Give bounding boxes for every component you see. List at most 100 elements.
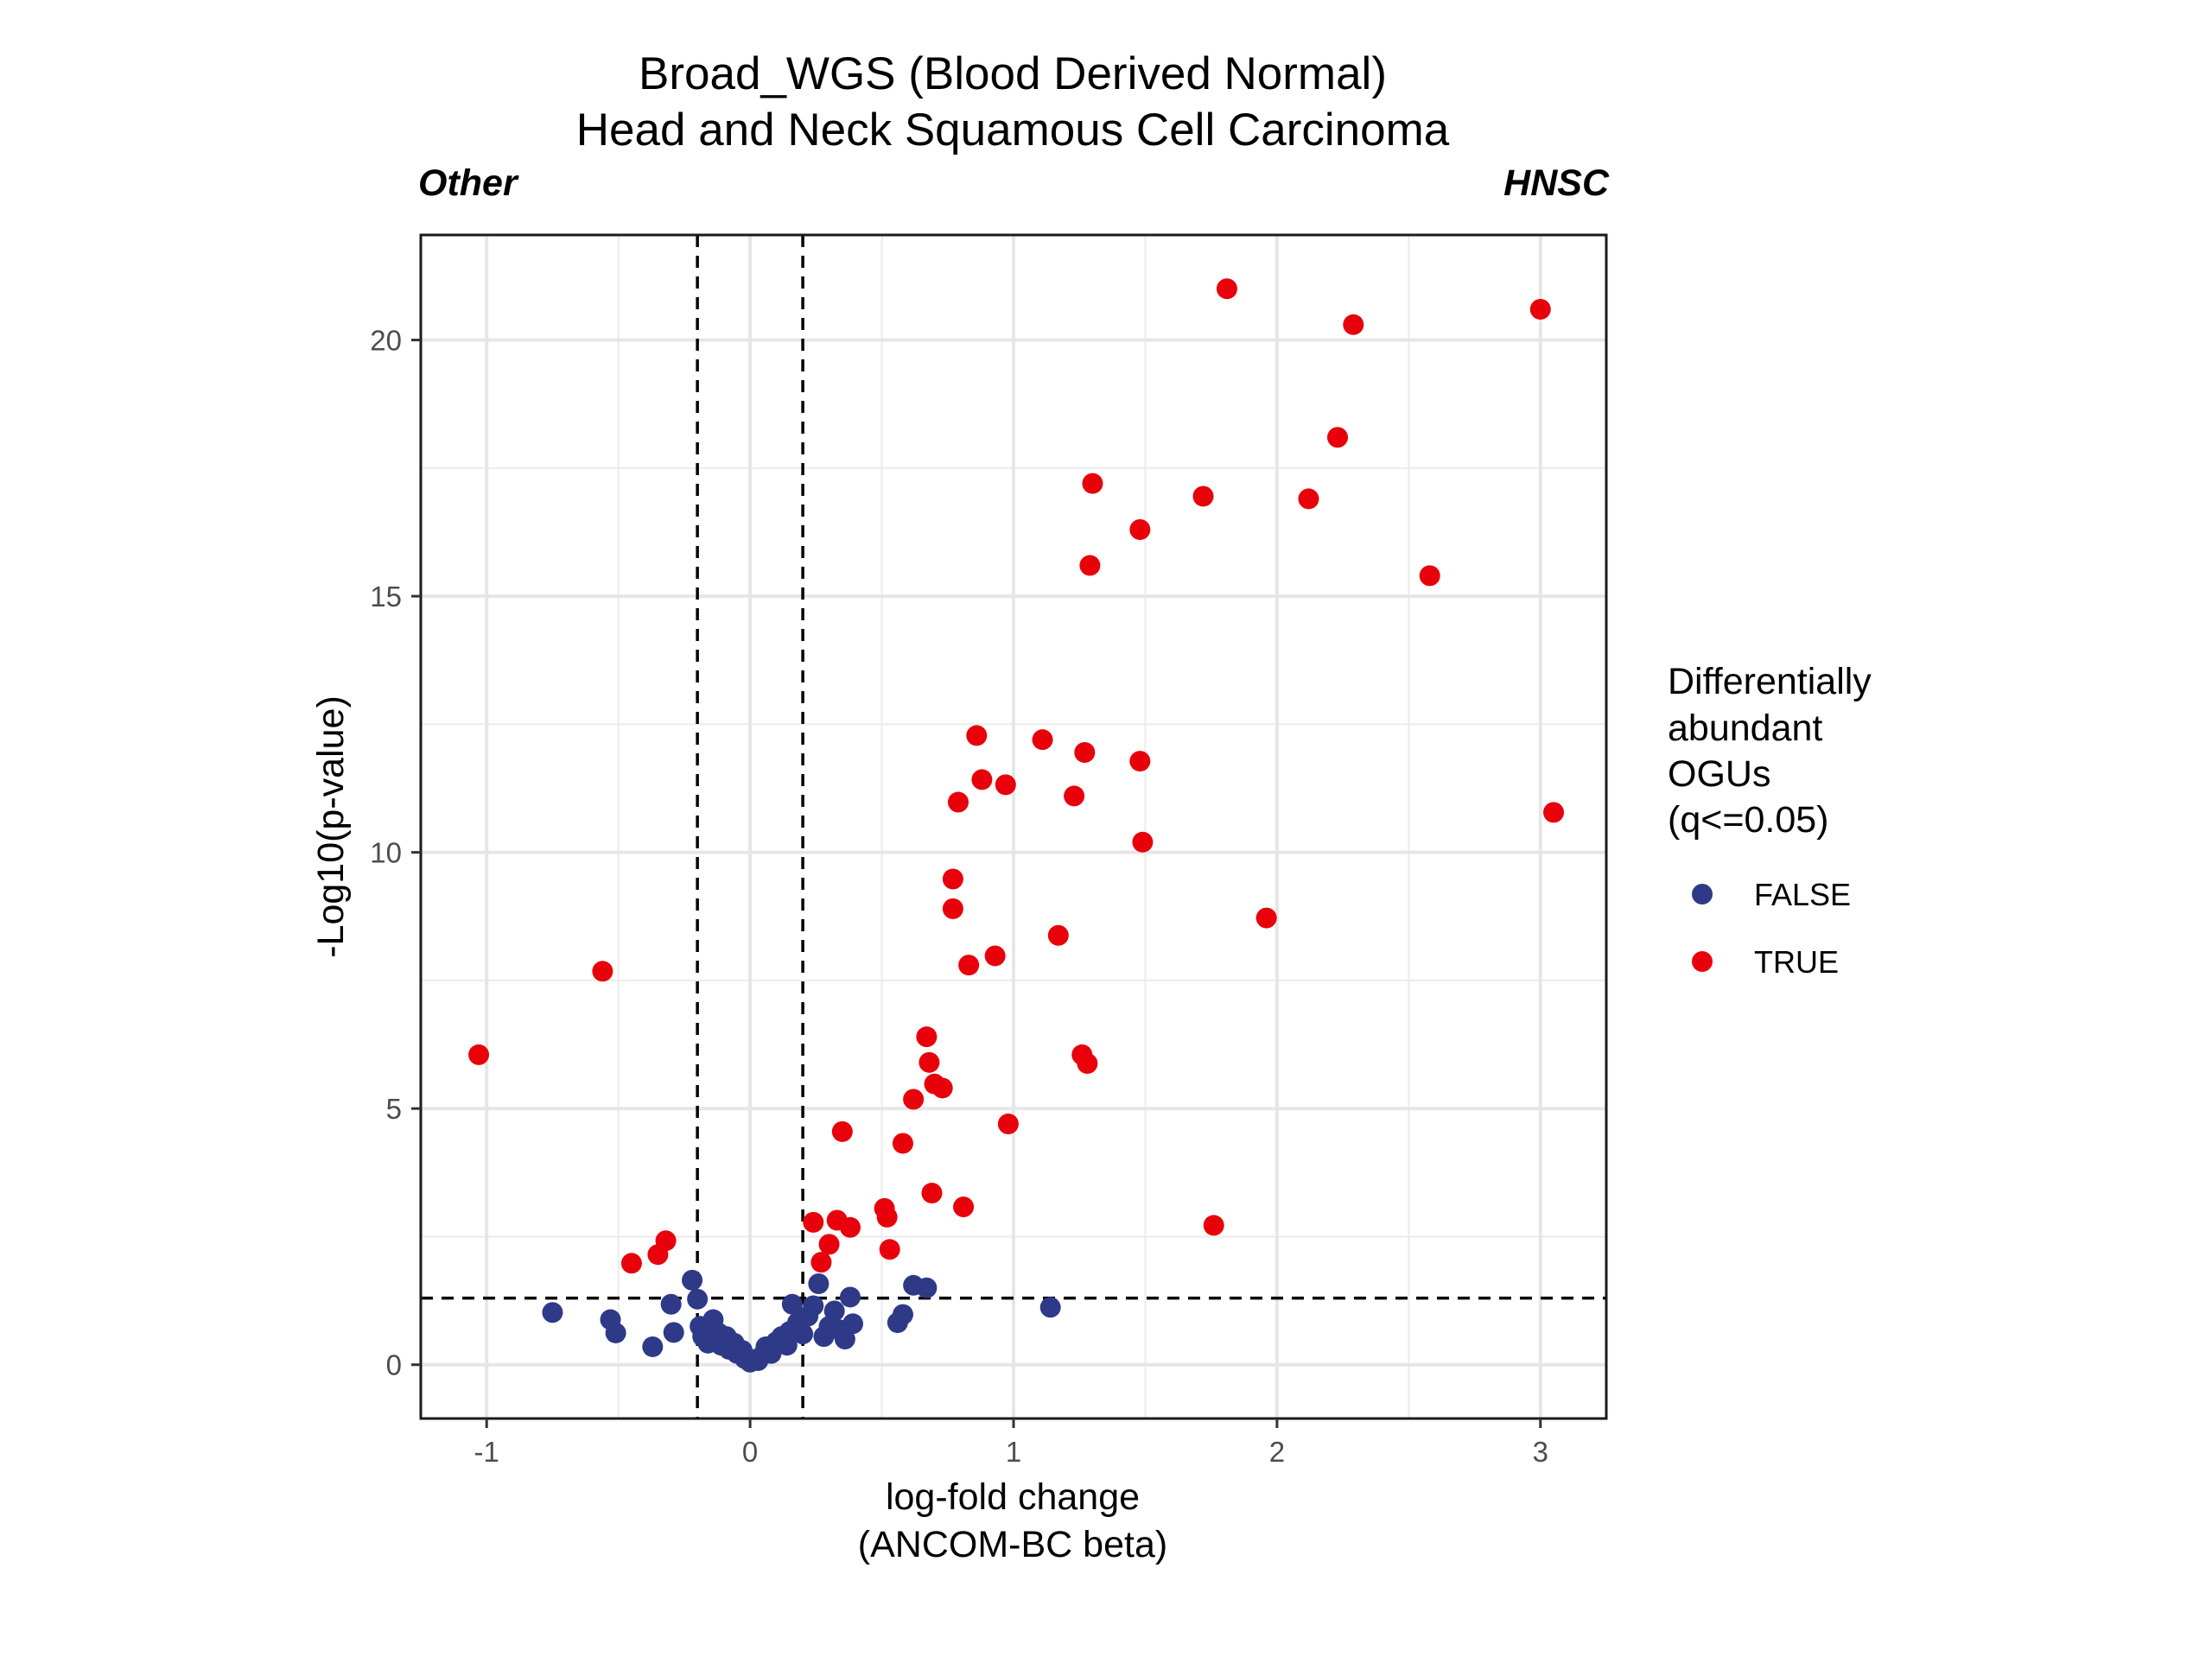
point-true — [903, 1089, 925, 1110]
point-true — [1129, 751, 1151, 772]
point-true — [1203, 1215, 1224, 1236]
point-false — [842, 1313, 864, 1335]
point-true — [958, 955, 980, 976]
legend-label-true: TRUE — [1754, 944, 1839, 980]
data-points — [468, 278, 1565, 1373]
point-true — [1132, 831, 1154, 853]
point-true — [953, 1196, 975, 1218]
point-true — [921, 1183, 943, 1204]
chart-title: Broad_WGS (Blood Derived Normal) — [639, 48, 1387, 99]
point-true — [966, 725, 988, 746]
point-false — [660, 1293, 682, 1315]
point-true — [1077, 1053, 1098, 1074]
legend-title-line2: abundant — [1668, 708, 1822, 749]
x-axis-title-line1: log-fold change — [886, 1476, 1140, 1518]
point-true — [1064, 785, 1085, 807]
point-true — [984, 945, 1006, 967]
point-true — [803, 1211, 824, 1233]
x-tick-label: 3 — [1533, 1436, 1548, 1468]
y-tick-label: 0 — [386, 1349, 402, 1381]
y-tick-label: 15 — [370, 581, 402, 613]
point-true — [916, 1026, 938, 1048]
point-true — [1255, 907, 1277, 929]
legend-title-line4: (q<=0.05) — [1668, 799, 1828, 841]
point-true — [592, 961, 613, 982]
y-tick-label: 10 — [370, 837, 402, 869]
point-true — [1129, 519, 1151, 541]
point-true — [947, 791, 969, 813]
x-tick-label: -1 — [474, 1436, 499, 1468]
point-true — [810, 1252, 832, 1273]
y-tick-label: 20 — [370, 325, 402, 357]
point-true — [1298, 488, 1319, 510]
series-true — [468, 278, 1565, 1274]
point-false — [663, 1322, 684, 1343]
right-group-label: HNSC — [1503, 162, 1610, 204]
point-true — [1529, 298, 1551, 320]
point-true — [1047, 924, 1069, 946]
point-false — [916, 1277, 938, 1298]
point-true — [1419, 565, 1440, 587]
point-true — [918, 1051, 940, 1073]
point-true — [997, 1113, 1019, 1134]
legend-key-false — [1692, 884, 1713, 904]
point-true — [876, 1206, 898, 1228]
legend-key-true — [1692, 951, 1713, 972]
point-true — [879, 1239, 900, 1260]
point-false — [781, 1293, 803, 1315]
left-group-label: Other — [418, 162, 519, 204]
series-false — [542, 1269, 1061, 1373]
point-true — [1192, 486, 1214, 507]
point-true — [942, 898, 963, 919]
point-true — [1343, 314, 1364, 335]
point-false — [687, 1288, 709, 1310]
x-tick-label: 0 — [742, 1436, 758, 1468]
point-true — [892, 1133, 913, 1154]
point-true — [831, 1120, 853, 1142]
point-true — [942, 868, 963, 890]
point-true — [1327, 427, 1349, 448]
point-true — [1082, 473, 1103, 494]
point-false — [682, 1269, 703, 1291]
point-true — [1216, 278, 1237, 300]
y-axis-title: -Log10(p-value) — [310, 695, 352, 958]
point-true — [1074, 742, 1096, 764]
point-false — [1039, 1297, 1061, 1318]
x-tick-label: 2 — [1269, 1436, 1285, 1468]
x-tick-label: 1 — [1006, 1436, 1021, 1468]
reference-lines — [421, 235, 1606, 1419]
point-false — [892, 1304, 913, 1325]
legend-title-line1: Differentially — [1668, 661, 1872, 702]
point-false — [808, 1273, 830, 1295]
point-false — [839, 1286, 861, 1308]
chart-subtitle: Head and Neck Squamous Cell Carcinoma — [576, 105, 1450, 156]
x-axis-title-line2: (ANCOM-BC beta) — [858, 1524, 1167, 1565]
point-true — [931, 1077, 953, 1099]
point-false — [642, 1336, 664, 1357]
point-true — [1543, 802, 1565, 823]
legend: Differentially abundant OGUs (q<=0.05) F… — [1668, 661, 1872, 980]
point-false — [834, 1329, 855, 1350]
point-true — [818, 1234, 840, 1255]
point-true — [1079, 555, 1101, 576]
point-true — [468, 1044, 490, 1065]
point-false — [605, 1322, 626, 1343]
point-true — [620, 1253, 642, 1274]
point-false — [823, 1300, 845, 1322]
point-false — [542, 1302, 563, 1323]
point-false — [792, 1323, 814, 1345]
point-true — [995, 774, 1016, 796]
axis-ticks: -1 0 1 2 3 0 5 10 15 20 — [370, 325, 1548, 1468]
point-true — [839, 1216, 861, 1238]
y-tick-label: 5 — [386, 1093, 402, 1125]
point-false — [803, 1295, 824, 1317]
legend-title-line3: OGUs — [1668, 753, 1770, 795]
point-true — [1032, 729, 1053, 751]
point-true — [971, 769, 993, 790]
grid — [421, 235, 1606, 1419]
point-true — [655, 1230, 677, 1252]
legend-label-false: FALSE — [1754, 877, 1851, 912]
